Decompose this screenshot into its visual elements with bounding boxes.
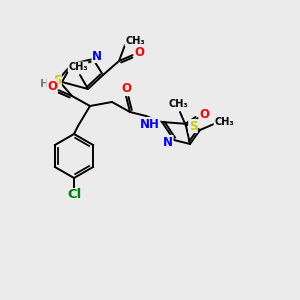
Text: HN: HN xyxy=(40,79,58,89)
Text: O: O xyxy=(199,109,209,122)
Text: O: O xyxy=(121,82,131,95)
Text: N: N xyxy=(92,50,102,62)
Text: CH₃: CH₃ xyxy=(125,36,145,46)
Text: CH₃: CH₃ xyxy=(168,99,188,109)
Text: O: O xyxy=(134,46,144,59)
Text: N: N xyxy=(163,136,173,148)
Text: S: S xyxy=(53,74,61,86)
Text: NH: NH xyxy=(140,118,160,130)
Text: O: O xyxy=(47,80,57,92)
Text: CH₃: CH₃ xyxy=(68,62,88,72)
Text: CH₃: CH₃ xyxy=(214,117,234,127)
Text: Cl: Cl xyxy=(67,188,81,202)
Text: S: S xyxy=(189,119,197,133)
